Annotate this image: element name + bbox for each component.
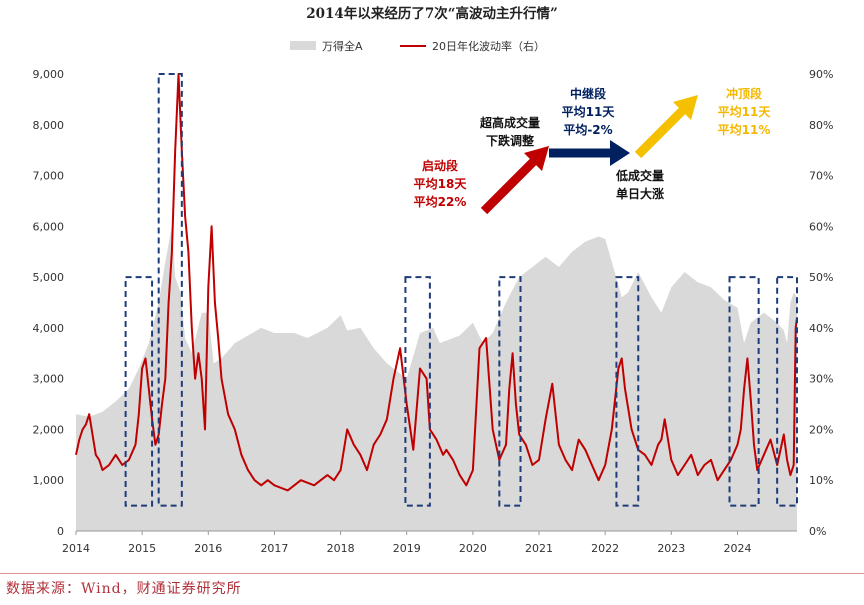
source-divider: [0, 573, 864, 574]
y-left-tick-label: 7,000: [33, 170, 65, 183]
anno-stage3-line3: 平均11%: [718, 122, 771, 137]
anno-lowvol-line2: 单日大涨: [616, 186, 664, 201]
source-note: 数据来源：Wind，财通证券研究所: [6, 581, 242, 597]
x-tick-label: 2015: [128, 542, 156, 555]
arrow-stage3-yellow-head: [673, 95, 698, 120]
anno-adjust-line1: 超高成交量: [479, 115, 540, 130]
x-ticks: 2014 2015 2016 2017 2018 2019 2020 2021 2022 2023…: [62, 531, 751, 555]
stage-arrows: [480, 95, 698, 215]
x-tick-label: 2018: [327, 542, 355, 555]
arrow-stage1-red-head: [524, 146, 549, 171]
y-left-tick-label: 5,000: [33, 271, 65, 284]
y-left-tick-label: 6,000: [33, 220, 65, 233]
area-series-layer: [76, 226, 797, 532]
anno-stage2-line3: 平均-2%: [563, 122, 612, 137]
y-right-tick-label: 10%: [809, 474, 833, 487]
highlight-box-7: [776, 276, 798, 507]
y-left-tick-label: 9,000: [33, 68, 65, 81]
y-right-tick-label: 80%: [809, 119, 833, 132]
highlight-box-2: [157, 73, 183, 507]
chart-title: 2014年以来经历了7次“高波动主升行情”: [306, 5, 558, 22]
x-tick-label: 2023: [657, 542, 685, 555]
y-left-tick-label: 1,000: [33, 474, 65, 487]
arrow-stage3-yellow: [634, 103, 690, 159]
anno-lowvol-line1: 低成交量: [615, 168, 664, 183]
area-series-wind-a: [76, 226, 797, 532]
x-tick-label: 2024: [723, 542, 751, 555]
y-right-tick-label: 0%: [809, 525, 826, 538]
x-tick-label: 2021: [525, 542, 553, 555]
x-tick-label: 2020: [459, 542, 487, 555]
y-right-tick-label: 60%: [809, 220, 833, 233]
anno-adjust-line2: 下跌调整: [486, 133, 534, 148]
x-tick-label: 2014: [62, 542, 90, 555]
highlight-box-6: [728, 276, 760, 507]
y-left-tick-label: 8,000: [33, 119, 65, 132]
y-right-tick-label: 90%: [809, 68, 833, 81]
y-right-tick-label: 20%: [809, 423, 833, 436]
arrow-stage1-red: [480, 154, 541, 215]
line-series-volatility: [75, 73, 798, 492]
legend-label-line: 20日年化波动率（右）: [432, 39, 545, 53]
y-right-tick-label: 70%: [809, 170, 833, 183]
y-left-tick-label: 4,000: [33, 322, 65, 335]
x-tick-label: 2016: [194, 542, 222, 555]
anno-stage3-line2: 平均11天: [718, 104, 772, 119]
y-left-ticks: 0 1,000 2,000 3,000 4,000 5,000 6,000 7,000 8,00…: [33, 68, 65, 538]
legend: 万得全A 20日年化波动率（右）: [290, 39, 545, 53]
y-right-tick-label: 40%: [809, 322, 833, 335]
legend-label-area: 万得全A: [322, 39, 363, 53]
highlight-box-3: [404, 276, 431, 507]
y-right-tick-label: 50%: [809, 271, 833, 284]
anno-stage2-line2: 平均11天: [562, 104, 616, 119]
highlight-box-layer: [124, 73, 798, 507]
y-left-tick-label: 0: [57, 525, 64, 538]
x-tick-label: 2017: [260, 542, 288, 555]
anno-stage1-line1: 启动段: [422, 158, 459, 173]
annotations: 启动段 平均18天 平均22% 超高成交量 下跌调整 中继段 平均11天 平均-…: [414, 86, 772, 209]
x-tick-label: 2022: [591, 542, 619, 555]
line-series-layer: [75, 73, 798, 492]
anno-stage3-line1: 冲顶段: [726, 86, 763, 101]
highlight-box-4: [498, 276, 522, 507]
anno-stage2-line1: 中继段: [570, 86, 607, 101]
y-right-tick-label: 30%: [809, 373, 833, 386]
y-left-tick-label: 3,000: [33, 373, 65, 386]
y-right-ticks: 0% 10% 20% 30% 40% 50% 60% 70% 80% 90%: [809, 68, 833, 538]
y-left-tick-label: 2,000: [33, 423, 65, 436]
x-tick-label: 2019: [393, 542, 421, 555]
anno-stage1-line2: 平均18天: [414, 176, 468, 191]
highlight-box-5: [615, 276, 640, 507]
highlight-box-1: [124, 276, 154, 507]
legend-swatch-area: [290, 41, 316, 50]
anno-stage1-line3: 平均22%: [414, 194, 467, 209]
arrow-stage2-navy-head: [610, 140, 630, 166]
